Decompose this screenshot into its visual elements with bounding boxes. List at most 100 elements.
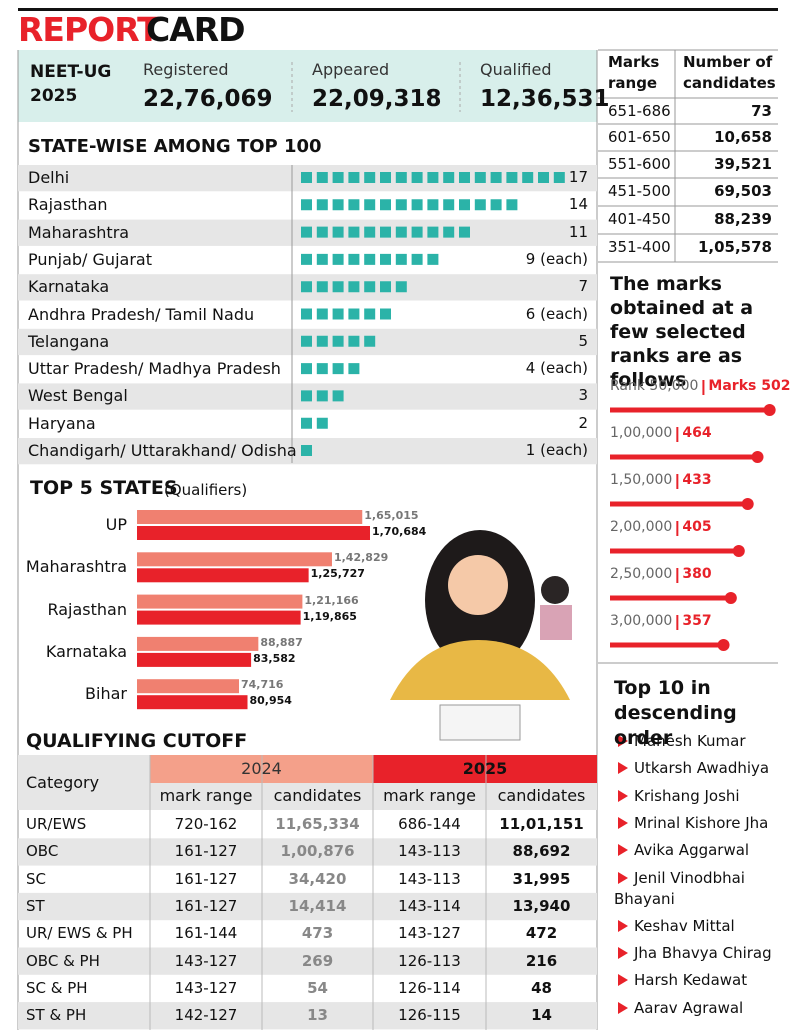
table-cell: 269 [301, 951, 334, 970]
category-label: Karnataka [45, 641, 127, 661]
list-item: Jha Bhavya Chirag [634, 944, 772, 962]
table-cell: 143-113 [398, 869, 461, 888]
table-cell: 11,65,334 [275, 815, 360, 833]
value-label: 17 [568, 168, 588, 186]
category-label: Maharashtra [28, 222, 130, 242]
bar [301, 281, 407, 293]
value-label: 74,716 [240, 678, 284, 692]
bar [301, 172, 565, 183]
table-header: 2024 [241, 759, 282, 778]
lollipop-dot [741, 498, 754, 510]
table-header: Number of candidates [683, 53, 776, 92]
value-label: 357 [682, 613, 712, 629]
bullet-arrow [618, 974, 628, 986]
table-cell: OBC & PH [26, 951, 100, 970]
table-cell: 143-127 [174, 978, 238, 997]
lollipop-dot [751, 451, 764, 463]
bar [137, 568, 309, 583]
summary-label: NEET-UG [30, 62, 112, 82]
table-cell: 472 [525, 924, 558, 943]
table-cell: 39,521 [714, 155, 772, 173]
value-label: 5 [578, 331, 588, 350]
table-cell: 10,658 [714, 128, 772, 146]
list-item: Krishang Joshi [634, 787, 740, 805]
table-cell: 14,414 [288, 896, 347, 915]
value-label: 3 [578, 386, 588, 405]
value-label: 1,19,865 [302, 609, 357, 623]
table-cell: 143-114 [398, 896, 461, 915]
list-item: Harsh Kedawat [634, 971, 748, 989]
bar [137, 679, 239, 694]
category-label: Rajasthan [28, 195, 108, 215]
value-label: 1,65,015 [364, 509, 419, 522]
value-label: 4 (each) [525, 359, 588, 378]
stat-value: 22,76,069 [143, 86, 273, 112]
table-cell: 88,239 [714, 210, 772, 228]
top-rule [18, 8, 778, 11]
table-header: candidates [497, 786, 586, 805]
value-label: 433 [682, 472, 712, 488]
title-black: CARD [146, 10, 246, 49]
summary-label: 2025 [30, 86, 78, 106]
bullet-arrow [618, 790, 628, 802]
table-cell: 13,940 [512, 896, 571, 915]
value-label: 380 [682, 566, 712, 582]
value-label: 6 (each) [525, 304, 588, 323]
category-label: 2,00,000 [610, 519, 673, 535]
table-cell: UR/EWS [26, 815, 87, 833]
table-cell: SC [26, 869, 46, 888]
category-label: West Bengal [28, 386, 128, 406]
table-cell: 161-127 [174, 869, 238, 888]
category-label: Rajasthan [47, 599, 127, 619]
bullet-arrow [618, 872, 628, 884]
table-cell: 126-115 [398, 1006, 461, 1025]
row-band [18, 892, 597, 921]
list-item: Avika Aggarwal [634, 841, 750, 859]
table-cell: 142-127 [174, 1006, 238, 1025]
value-label: 2 [578, 413, 588, 432]
bullet-arrow [618, 817, 628, 829]
bar [301, 445, 312, 456]
chart-subtitle: (Qualifiers) [164, 481, 248, 499]
chart-title: The marks obtained at a few selected ran… [610, 273, 754, 391]
bar [137, 695, 248, 710]
list-item: Keshav Mittal [634, 917, 735, 935]
row-band [18, 1002, 597, 1030]
value-label: 464 [682, 425, 712, 441]
table-header: mark range [159, 786, 253, 805]
table-cell: 48 [531, 978, 552, 997]
table-header: mark range [383, 786, 476, 805]
table-cell: 34,420 [288, 869, 347, 888]
table-cell: 88,692 [512, 842, 571, 861]
table-cell: 14 [531, 1006, 552, 1025]
stat-value: 12,36,531 [480, 86, 610, 112]
stat-value: 22,09,318 [312, 86, 442, 112]
category-label: Bihar [85, 684, 127, 704]
category-label: Rank 50,000 [610, 378, 699, 394]
table-cell: OBC [26, 842, 59, 861]
category-label: 1,50,000 [610, 472, 673, 488]
table-cell: 161-127 [174, 842, 238, 861]
chart-title: STATE-WISE AMONG TOP 100 [28, 136, 322, 157]
bullet-arrow [618, 920, 628, 932]
table-header: candidates [273, 786, 362, 805]
bar [301, 253, 439, 265]
table-header: Marks range [608, 53, 660, 92]
table-cell: 551-600 [608, 155, 671, 173]
value-label: 14 [568, 195, 588, 214]
illustration [390, 530, 572, 741]
table-cell: SC & PH [26, 978, 88, 997]
table-cell: 686-144 [398, 815, 461, 833]
category-label: Punjab/ Gujarat [28, 249, 152, 269]
lollipop-dot [732, 545, 745, 557]
category-label: UP [105, 515, 127, 534]
table-header: 2025 [462, 759, 508, 778]
header-bg [373, 755, 597, 783]
category-label: Telangana [28, 331, 110, 351]
list-item: Utkarsh Awadhiya [634, 759, 770, 777]
table-cell: 216 [525, 951, 558, 970]
bullet-arrow [618, 762, 628, 774]
value-label: 11 [568, 222, 588, 241]
category-label: 1,00,000 [610, 425, 673, 441]
table-cell: ST & PH [26, 1006, 87, 1025]
